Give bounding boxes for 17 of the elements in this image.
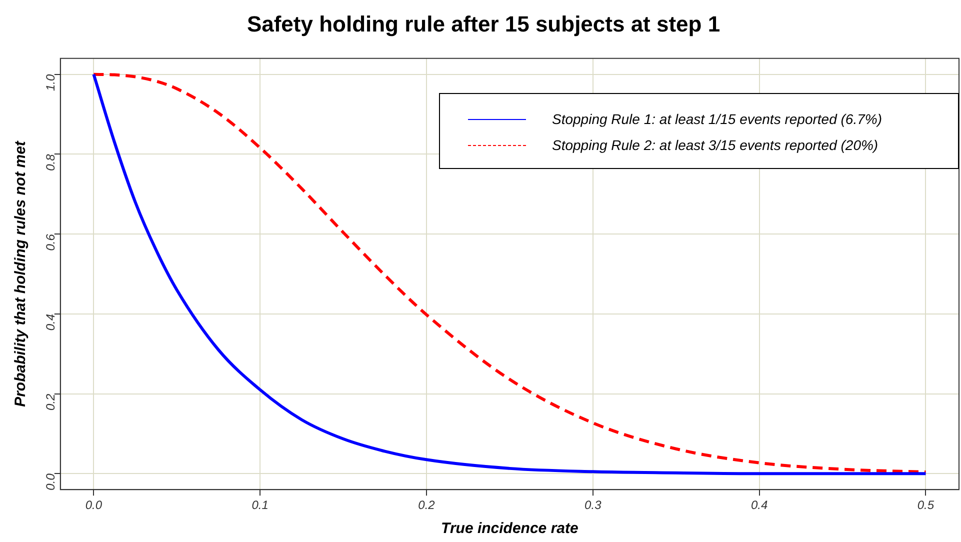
- chart-title: Safety holding rule after 15 subjects at step 1: [246, 11, 720, 36]
- y-tick-label: 1.0: [44, 74, 58, 92]
- x-tick-label: 0.0: [85, 498, 102, 512]
- y-tick-label: 0.6: [44, 234, 58, 251]
- x-tick-label: 0.3: [584, 498, 602, 512]
- legend-label: Stopping Rule 2: at least 3/15 events reported (20%): [552, 137, 878, 154]
- y-tick-label: 0.2: [44, 393, 58, 410]
- legend-label: Stopping Rule 1: at least 1/15 events reported (6.7%): [552, 111, 882, 128]
- y-tick-label: 0.8: [44, 154, 58, 171]
- y-tick-label: 0.4: [44, 314, 58, 331]
- x-tick-label: 0.1: [252, 498, 268, 512]
- x-tick-label: 0.2: [418, 498, 436, 512]
- x-tick-label: 0.4: [750, 498, 768, 512]
- x-tick-label: 0.5: [917, 498, 934, 512]
- x-axis-title: True incidence rate: [441, 520, 578, 538]
- y-axis-title: Probability that holding rules not met: [12, 140, 30, 407]
- y-tick-label: 0.0: [44, 473, 58, 490]
